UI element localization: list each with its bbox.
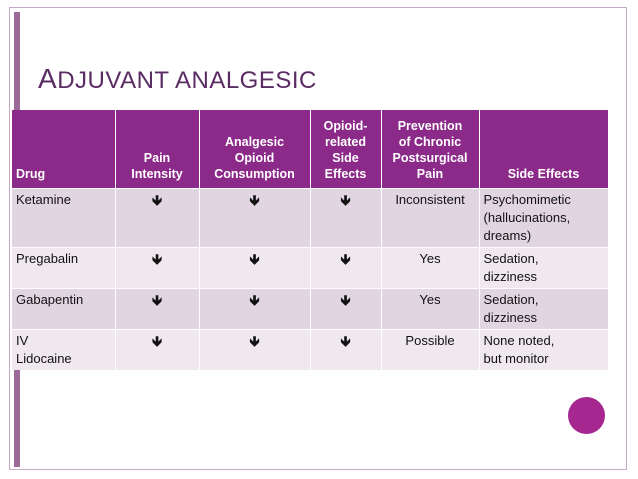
- cell-side-effects: Sedation, dizziness: [479, 288, 609, 330]
- cell-drug: Ketamine: [12, 188, 116, 248]
- down-arrow-icon: 🡻: [199, 247, 311, 289]
- cell-prevention: Yes: [381, 247, 480, 289]
- header-prevention: Prevention of Chronic Postsurgical Pain: [381, 110, 480, 189]
- table-row: Pregabalin 🡻 🡻 🡻 Yes Sedation, dizziness: [12, 247, 609, 289]
- table-row: Gabapentin 🡻 🡻 🡻 Yes Sedation, dizziness: [12, 288, 609, 330]
- down-arrow-icon: 🡻: [115, 288, 200, 330]
- cell-prevention: Inconsistent: [381, 188, 480, 248]
- down-arrow-icon: 🡻: [310, 329, 382, 370]
- header-side-effects: Side Effects: [479, 110, 609, 189]
- down-arrow-icon: 🡻: [199, 288, 311, 330]
- cell-prevention: Possible: [381, 329, 480, 370]
- title-rest: DJUVANT ANALGESIC: [57, 67, 317, 94]
- cell-prevention: Yes: [381, 288, 480, 330]
- slide-frame: [9, 7, 627, 470]
- cell-side-effects: None noted, but monitor: [479, 329, 609, 370]
- table-header-row: Drug Pain Intensity Analgesic Opioid Consum…: [12, 110, 609, 189]
- slide-title: ADJUVANT ANALGESIC: [38, 63, 317, 95]
- down-arrow-icon: 🡻: [310, 247, 382, 289]
- table-row: Ketamine 🡻 🡻 🡻 Inconsistent Psychomimetic (hal…: [12, 188, 609, 248]
- header-drug: Drug: [12, 110, 116, 189]
- title-initial: A: [38, 63, 58, 94]
- down-arrow-icon: 🡻: [310, 288, 382, 330]
- header-pain-intensity: Pain Intensity: [115, 110, 200, 189]
- header-opioid-consumption: Analgesic Opioid Consumption: [199, 110, 311, 189]
- down-arrow-icon: 🡻: [310, 188, 382, 248]
- down-arrow-icon: 🡻: [199, 329, 311, 370]
- cell-drug: IV Lidocaine: [12, 329, 116, 370]
- down-arrow-icon: 🡻: [115, 247, 200, 289]
- down-arrow-icon: 🡻: [199, 188, 311, 248]
- down-arrow-icon: 🡻: [115, 188, 200, 248]
- table-row: IV Lidocaine 🡻 🡻 🡻 Possible None noted, but mon…: [12, 329, 609, 370]
- analgesic-table: Drug Pain Intensity Analgesic Opioid Consum…: [12, 110, 609, 370]
- header-opioid-side-effects: Opioid-related Side Effects: [310, 110, 382, 189]
- down-arrow-icon: 🡻: [115, 329, 200, 370]
- accent-circle: [568, 397, 605, 434]
- cell-drug: Gabapentin: [12, 288, 116, 330]
- cell-side-effects: Sedation, dizziness: [479, 247, 609, 289]
- cell-side-effects: Psychomimetic (hallucinations, dreams): [479, 188, 609, 248]
- cell-drug: Pregabalin: [12, 247, 116, 289]
